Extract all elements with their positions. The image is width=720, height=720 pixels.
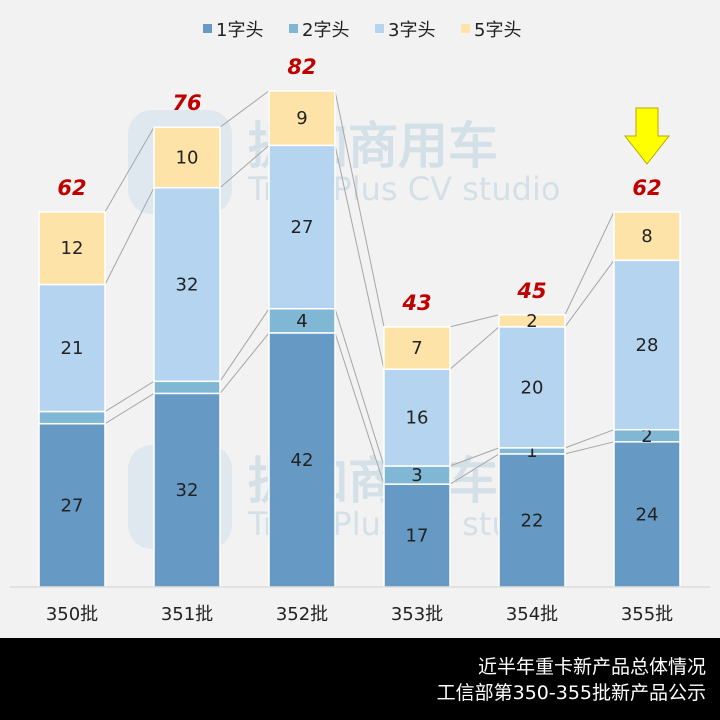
series-connector-line — [564, 429, 615, 449]
x-tick-label: 354批 — [506, 604, 558, 625]
total-label: 45 — [516, 279, 546, 303]
data-label: 17 — [406, 526, 429, 547]
series-connector-line — [104, 392, 155, 425]
series-connector-line — [104, 187, 155, 285]
legend-swatch-4 — [461, 24, 470, 33]
series-connector-line — [564, 211, 615, 315]
bar-segment-351批 — [153, 380, 221, 395]
data-label: 12 — [61, 238, 84, 259]
series-connector-line — [334, 90, 385, 327]
bar-segment-350批 — [38, 283, 106, 413]
data-label: 24 — [636, 504, 659, 525]
data-label: 16 — [406, 408, 429, 429]
total-label: 82 — [287, 55, 316, 79]
total-label: 62 — [57, 176, 86, 200]
data-label: 2 — [641, 426, 652, 447]
bar-segment-354批 — [498, 453, 566, 588]
series-connector-line — [219, 308, 270, 382]
series-connector-line — [334, 332, 385, 485]
series-connector-line — [449, 326, 500, 370]
legend-swatch-3 — [375, 24, 384, 33]
data-label: 10 — [176, 147, 199, 168]
footer-line-2: 工信部第350-355批新产品公示 — [436, 682, 706, 704]
bar-segment-354批 — [498, 314, 566, 328]
bar-segment-352批 — [268, 332, 336, 588]
data-label: 21 — [61, 338, 84, 359]
x-tick-label: 353批 — [391, 604, 443, 625]
series-connector-line — [334, 145, 385, 370]
footer-line-1: 近半年重卡新产品总体情况 — [477, 656, 706, 678]
bar-segment-353批 — [383, 326, 451, 370]
data-label: 8 — [641, 226, 652, 247]
footer-caption: 近半年重卡新产品总体情况 工信部第350-355批新产品公示 — [0, 638, 720, 720]
series-connector-line — [564, 441, 615, 455]
bar-segment-351批 — [153, 126, 221, 189]
data-label: 1 — [526, 441, 537, 462]
series-connector-line — [334, 308, 385, 467]
bar-segment-350批 — [38, 211, 106, 286]
series-connector-line — [449, 453, 500, 485]
bar-segment-355批 — [613, 211, 681, 262]
data-label: 22 — [521, 510, 544, 531]
data-label: 4 — [296, 311, 307, 332]
legend-label: 3字头 — [388, 20, 435, 41]
down-arrow-icon — [623, 107, 671, 165]
data-label: 9 — [296, 108, 307, 129]
data-label: 7 — [411, 338, 422, 359]
data-label: 3 — [411, 465, 422, 486]
legend-label: 2字头 — [302, 20, 349, 41]
data-label: 32 — [176, 480, 199, 501]
bar-segment-353批 — [383, 483, 451, 588]
series-connector-line — [449, 447, 500, 467]
x-tick-label: 355批 — [621, 604, 673, 625]
legend-swatch-2 — [289, 24, 298, 33]
bar-segment-350批 — [38, 410, 106, 425]
bar-segment-354批 — [498, 326, 566, 449]
data-label: 32 — [176, 275, 199, 296]
data-label: 27 — [291, 217, 314, 238]
x-tick-label: 351批 — [161, 604, 213, 625]
bar-segment-351批 — [153, 186, 221, 383]
bar-segment-350批 — [38, 422, 106, 588]
series-connector-line — [219, 332, 270, 394]
bar-segment-353批 — [383, 368, 451, 467]
total-label: 76 — [172, 91, 201, 115]
bar-segment-355批 — [613, 259, 681, 431]
x-tick-label: 352批 — [276, 604, 328, 625]
bar-segment-352批 — [268, 144, 336, 310]
legend-swatch-1 — [203, 24, 212, 33]
series-connector-line — [219, 90, 270, 128]
data-label: 28 — [636, 335, 659, 356]
series-connector-line — [564, 260, 615, 328]
series-connector-line — [219, 144, 270, 189]
data-label: 20 — [521, 377, 544, 398]
series-connector-line — [104, 380, 155, 412]
series-connector-line — [449, 314, 500, 328]
legend-label: 1字头 — [216, 20, 263, 41]
series-connector-line — [104, 126, 155, 213]
bar-segment-352批 — [268, 90, 336, 147]
data-label: 27 — [61, 495, 84, 516]
total-label: 43 — [401, 291, 431, 315]
x-tick-label: 350批 — [46, 604, 98, 625]
bar-segment-351批 — [153, 392, 221, 588]
legend-label: 5字头 — [474, 20, 521, 41]
data-label: 2 — [526, 311, 537, 332]
total-label: 62 — [632, 176, 661, 200]
data-label: 42 — [291, 450, 314, 471]
